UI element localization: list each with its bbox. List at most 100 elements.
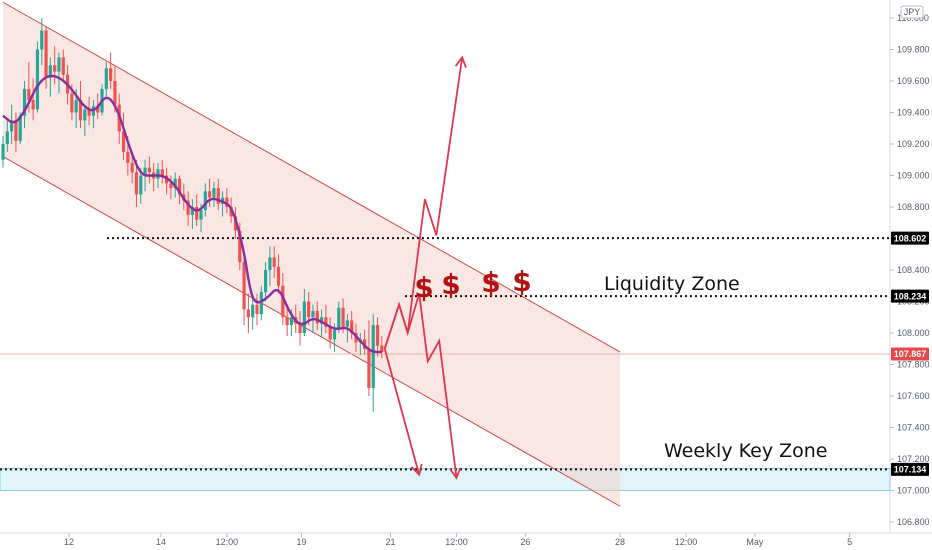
projection-mid-arrow-head [449, 467, 462, 480]
price-tick-label: 108.400 [897, 265, 930, 275]
candle-body [44, 30, 48, 78]
candle-body [27, 88, 31, 100]
candle-body [134, 172, 139, 195]
dollar-mark: $ [481, 266, 500, 299]
channel-lower-line[interactable] [2, 156, 621, 507]
candle-body [173, 178, 177, 189]
candle-body [208, 191, 212, 198]
candle-body [53, 65, 57, 72]
candle-body [10, 120, 14, 132]
candle-body [272, 257, 276, 267]
candle-body [345, 320, 349, 327]
time-tick-label: 28 [615, 537, 625, 547]
candle-body [5, 131, 9, 144]
price-tick-label: 107.600 [897, 391, 930, 401]
candle-body [311, 310, 315, 318]
candle-body [251, 304, 255, 318]
price-axis-background[interactable] [890, 0, 932, 533]
candle-body [121, 131, 126, 152]
moving-average-line [2, 74, 382, 354]
candle-body [281, 285, 285, 318]
candle-body [83, 109, 87, 121]
price-tick-label: 107.800 [897, 360, 930, 370]
candle-body [203, 191, 207, 211]
price-tag-label: 107.867 [894, 349, 927, 359]
dollar-mark: $ [414, 271, 433, 304]
candle-body [328, 326, 332, 340]
time-tick-label: 12:00 [675, 537, 698, 547]
projection-arrows [383, 55, 467, 480]
candle-body [246, 309, 250, 318]
price-tick-label: 109.000 [897, 171, 930, 181]
candle-body [40, 30, 44, 50]
candle-body [332, 329, 337, 340]
time-tick-label: 19 [296, 537, 306, 547]
candle-body [238, 230, 242, 263]
time-tick-label: 21 [385, 537, 395, 547]
candle-body [31, 99, 35, 110]
candle-body [109, 68, 113, 81]
candle-body [242, 262, 246, 310]
candle-body [61, 57, 65, 75]
candle-body [233, 216, 238, 231]
candle-body [113, 81, 117, 105]
time-tick-label: May [746, 537, 764, 547]
price-tag-label: 107.134 [894, 465, 927, 475]
price-tick-label: 109.800 [897, 45, 930, 55]
price-tags: 108.602 108.234 107.867 107.134 [891, 231, 929, 476]
dollar-marks: $ $ $ $ [414, 265, 531, 304]
price-tag[interactable] [891, 347, 929, 361]
candle-body [22, 88, 27, 116]
candle-body [298, 323, 302, 333]
price-tick-label: 109.600 [897, 76, 930, 86]
candle-body [259, 292, 263, 315]
projection-down-arrow[interactable] [383, 348, 421, 475]
candle-body [14, 120, 18, 141]
time-tick-label: 26 [520, 537, 530, 547]
candle-body [126, 151, 130, 163]
candle-body [48, 65, 52, 78]
candle-body [371, 325, 375, 389]
time-tick-label: 14 [156, 537, 166, 547]
candle-body [319, 317, 324, 324]
candle-body [375, 325, 380, 346]
candle-body [18, 115, 22, 141]
candle-body [216, 188, 220, 204]
time-tick-label: 12:00 [445, 537, 468, 547]
price-tag[interactable] [891, 289, 929, 303]
time-tick-label: 12 [64, 537, 74, 547]
candle-body [199, 210, 203, 220]
candle-body [337, 307, 341, 330]
time-tick-label: 12:00 [216, 537, 239, 547]
candle-body [96, 106, 100, 113]
time-tick-label: 5 [847, 537, 852, 547]
price-tick-label: 109.200 [897, 139, 930, 149]
dollar-mark: $ [512, 265, 531, 298]
candle-body [186, 200, 190, 215]
liquidity-zone-label: Liquidity Zone [604, 273, 740, 295]
candle-body [229, 207, 233, 217]
candle-body [307, 301, 311, 318]
candle-body [177, 178, 182, 195]
candle-body [139, 175, 143, 195]
candle-body [289, 317, 294, 326]
projection-up-arrow-head [454, 55, 467, 68]
candle-body [285, 317, 289, 326]
price-tag[interactable] [891, 231, 929, 245]
candle-body [190, 207, 195, 215]
price-tick-label: 108.000 [897, 328, 930, 338]
projection-mid-arrow[interactable] [383, 293, 458, 479]
dollar-mark: $ [441, 268, 460, 301]
weekly-key-zone-label: Weekly Key Zone [664, 440, 827, 462]
candle-body [324, 317, 328, 327]
candle-body [380, 345, 384, 352]
projection-down-arrow-head [410, 463, 423, 477]
price-tag-label: 108.602 [894, 233, 927, 243]
time-axis-ticks: 12 14 12:00 19 21 12:00 26 28 12:00 May 5 [64, 533, 852, 547]
candle-body [156, 169, 160, 179]
channel-upper-line[interactable] [2, 1, 621, 353]
price-tag[interactable] [891, 462, 929, 476]
price-tick-label: 109.400 [897, 108, 930, 118]
candle-body [160, 169, 164, 176]
